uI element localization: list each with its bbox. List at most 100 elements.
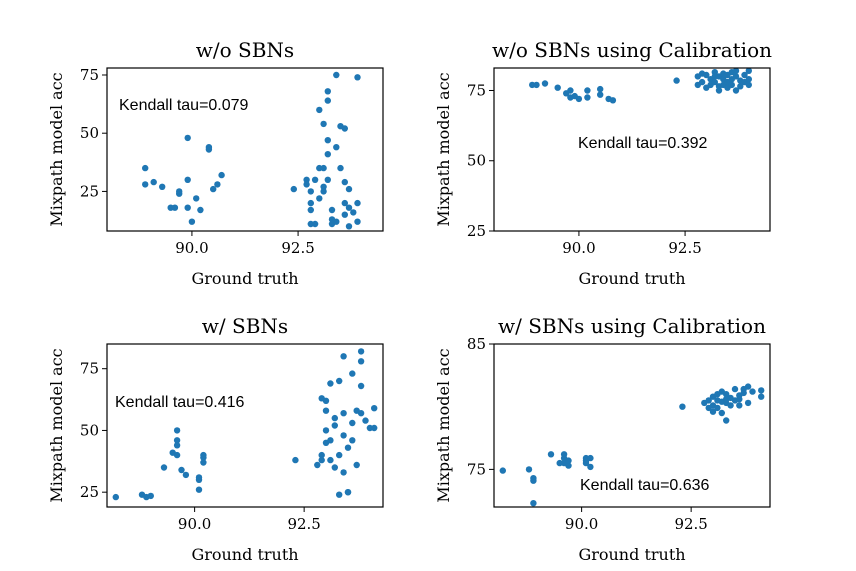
x-tick-label: 90.0 bbox=[565, 515, 598, 533]
x-tick-label: 92.5 bbox=[287, 515, 320, 533]
y-ticks: 25 50 75 bbox=[80, 360, 107, 501]
x-ticks: 90.0 92.5 bbox=[565, 507, 708, 533]
data-point bbox=[311, 220, 319, 228]
data-point bbox=[745, 67, 752, 75]
data-point bbox=[357, 382, 365, 390]
y-tick-label: 25 bbox=[80, 483, 99, 501]
data-point bbox=[340, 353, 347, 360]
panel-w-sbns: w/ SBNs 90.0 92.5 25 50 75 Kendall tau=0.41… bbox=[47, 314, 384, 564]
data-point bbox=[173, 427, 181, 434]
data-point bbox=[214, 181, 221, 188]
data-point bbox=[541, 80, 549, 87]
data-point bbox=[547, 451, 555, 458]
data-point bbox=[320, 183, 327, 190]
data-point bbox=[336, 491, 343, 498]
data-point bbox=[142, 164, 149, 172]
data-point bbox=[525, 466, 533, 473]
data-point bbox=[340, 410, 347, 417]
y-axis-label: Mixpath model acc bbox=[434, 348, 453, 502]
panel-title: w/o SBNs using Calibration bbox=[492, 38, 772, 62]
x-ticks: 90.0 92.5 bbox=[562, 231, 702, 257]
data-point bbox=[565, 457, 572, 464]
data-point bbox=[709, 408, 717, 415]
y-tick-label: 75 bbox=[467, 460, 486, 478]
data-point bbox=[290, 185, 297, 193]
data-point bbox=[344, 489, 352, 496]
data-point bbox=[324, 137, 331, 144]
axes-frame bbox=[106, 343, 384, 508]
data-point bbox=[732, 87, 740, 94]
y-tick-label: 75 bbox=[467, 81, 486, 99]
data-point bbox=[307, 199, 314, 207]
data-point bbox=[210, 185, 217, 193]
data-point bbox=[736, 396, 743, 403]
data-point bbox=[218, 171, 225, 179]
data-point bbox=[567, 87, 574, 94]
data-point bbox=[705, 397, 712, 404]
data-point bbox=[758, 393, 765, 400]
data-point bbox=[736, 402, 743, 409]
kendall-annotation: Kendall tau=0.079 bbox=[119, 97, 249, 114]
data-point bbox=[744, 383, 752, 390]
data-point bbox=[178, 466, 185, 474]
data-point bbox=[587, 454, 594, 462]
panel-wo-sbns: w/o SBNs 90.0 92.5 25 50 75 Kendall tau=0.0… bbox=[47, 38, 384, 288]
data-point bbox=[195, 474, 203, 481]
data-point bbox=[340, 469, 347, 476]
data-point bbox=[307, 188, 314, 195]
data-point bbox=[371, 405, 378, 412]
data-point bbox=[354, 218, 361, 225]
data-point bbox=[554, 84, 561, 91]
data-point bbox=[597, 85, 604, 93]
x-axis-label: Ground truth bbox=[191, 545, 298, 564]
data-point bbox=[184, 204, 191, 211]
y-axis-label: Mixpath model acc bbox=[434, 72, 453, 226]
data-point bbox=[327, 380, 334, 387]
data-point bbox=[333, 71, 340, 79]
panel-title: w/ SBNs bbox=[202, 314, 288, 338]
y-tick-label: 25 bbox=[467, 222, 486, 240]
kendall-annotation: Kendall tau=0.636 bbox=[580, 477, 710, 494]
data-point bbox=[197, 206, 204, 214]
y-axis-label: Mixpath model acc bbox=[47, 72, 66, 226]
data-point bbox=[331, 422, 338, 429]
data-point bbox=[745, 81, 752, 89]
data-point bbox=[171, 204, 179, 211]
data-point bbox=[322, 397, 330, 404]
panel-wo-sbns-calibration: w/o SBNs using Calibration 90.0 92.5 25 50… bbox=[434, 38, 772, 288]
data-point bbox=[345, 204, 353, 211]
y-tick-label: 25 bbox=[80, 182, 99, 200]
data-point bbox=[324, 176, 331, 183]
x-axis-label: Ground truth bbox=[578, 545, 685, 564]
data-point bbox=[333, 218, 340, 225]
panel-w-sbns-calibration: w/ SBNs using Calibration 90.0 92.5 7585 … bbox=[434, 314, 771, 564]
data-point bbox=[336, 377, 343, 385]
data-point bbox=[205, 146, 213, 153]
data-point bbox=[530, 500, 537, 507]
y-tick-label: 75 bbox=[80, 360, 99, 378]
data-point bbox=[711, 78, 718, 86]
y-ticks: 25 50 75 bbox=[467, 81, 494, 240]
data-point bbox=[331, 464, 338, 471]
data-point bbox=[173, 451, 181, 459]
data-point bbox=[357, 358, 365, 365]
data-point bbox=[322, 427, 330, 434]
x-ticks: 90.0 92.5 bbox=[175, 231, 315, 257]
kendall-annotation: Kendall tau=0.416 bbox=[115, 394, 245, 411]
data-point bbox=[731, 385, 739, 393]
data-point bbox=[320, 120, 327, 128]
data-point bbox=[303, 181, 310, 188]
data-point bbox=[159, 183, 166, 190]
data-point bbox=[575, 95, 583, 103]
data-point bbox=[533, 81, 540, 89]
data-point bbox=[727, 402, 734, 409]
data-point bbox=[673, 77, 680, 84]
data-point bbox=[565, 462, 572, 469]
data-point bbox=[112, 493, 120, 501]
x-tick-label: 92.5 bbox=[668, 239, 701, 257]
data-point bbox=[737, 83, 744, 90]
data-point bbox=[176, 188, 183, 195]
data-point bbox=[333, 144, 340, 151]
data-point bbox=[679, 403, 686, 410]
